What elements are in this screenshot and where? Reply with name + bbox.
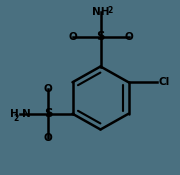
Text: NH: NH [92, 7, 109, 17]
Text: 2: 2 [14, 114, 19, 123]
Text: O: O [124, 32, 133, 42]
Text: O: O [68, 32, 77, 42]
Text: S: S [44, 107, 52, 120]
Text: O: O [44, 133, 52, 143]
Text: O: O [44, 84, 52, 94]
Text: Cl: Cl [158, 77, 170, 87]
Text: 2: 2 [107, 6, 113, 15]
Text: S: S [96, 30, 105, 43]
Text: H: H [10, 109, 19, 119]
Text: N: N [22, 109, 30, 119]
